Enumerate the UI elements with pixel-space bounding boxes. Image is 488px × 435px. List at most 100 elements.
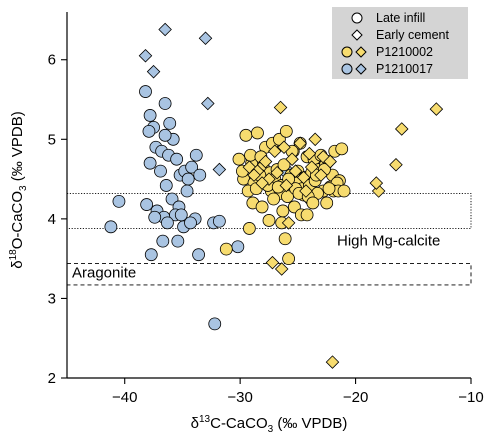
p1210002-circle-point [232,152,246,166]
p1210002-diamond-point [285,152,299,166]
p1210002-circle-point [300,208,314,222]
p1210017-diamond-point [146,64,161,79]
x-tick-label: −40 [112,389,137,406]
p1210017-circle-point [189,148,203,162]
p1210017-diamond-point [201,96,215,111]
p1210017-circle-point [159,179,173,192]
data-points [104,22,444,369]
p1210002-circle-point [279,124,293,138]
p1210017-circle-point [142,124,156,138]
p1210017-diamond-point [138,48,153,63]
p1210002-circle-point [242,222,256,235]
p1210002-diamond-point [277,140,291,155]
legend-circle-marker-p1210002 [341,46,353,58]
p1210017-circle-point [148,210,162,224]
p1210017-circle-point [139,85,152,98]
p1210002-circle-point [262,214,276,227]
p1210002-diamond-point [323,154,337,169]
p1210002-circle-point [219,242,233,256]
p1210002-circle-point [239,128,253,142]
y-axis-title: δ18O-CaCO3 (‰ VPDB) [8,111,29,269]
p1210002-circle-point [255,200,269,214]
y-tick-label: 4 [48,211,56,228]
p1210017-circle-point [184,216,197,230]
p1210002-diamond-point [293,136,307,151]
legend-diamond-marker-p1210017 [355,63,367,75]
p1210002-diamond-point [429,102,444,116]
p1210002-circle-point [276,204,290,218]
legend: Late infill Early cement P1210002 P12100… [332,7,468,79]
legend-circle-marker-late-infill [351,12,363,24]
p1210002-diamond-point [369,176,384,190]
legend-label-early-cement: Early cement [376,28,449,42]
y-tick-label: 5 [48,131,56,148]
band-label-high-mg-calcite: High Mg-calcite [337,232,440,249]
p1210002-diamond-point [389,157,403,172]
p1210017-circle-point [170,152,184,166]
p1210002-diamond-point [281,216,296,230]
y-tick-label: 3 [48,290,56,307]
band-label-aragonite: Aragonite [72,264,136,281]
p1210002-circle-point [267,192,281,206]
x-tick-label: −10 [458,389,483,406]
p1210002-diamond-point [325,355,340,369]
band-aragonite [66,262,472,286]
p1210017-circle-point [104,220,118,234]
p1210002-circle-point [282,252,296,266]
x-axis-ticks: −40 −30 −20 −10 [112,378,484,406]
p1210017-circle-point [154,164,167,178]
p1210002-diamond-point [265,255,280,270]
p1210002-diamond-point [270,165,284,180]
p1210002-diamond-point [304,160,319,174]
p1210017-circle-point [144,248,158,262]
p1210017-diamond-point [158,22,172,37]
p1210002-circle-point [278,232,292,246]
p1210017-circle-point [140,198,154,211]
p1210017-circle-point [158,128,172,142]
p1210002-diamond-point [296,170,311,185]
legend-label-p1210017: P1210017 [376,62,433,76]
y-tick-label: 2 [48,370,56,387]
p1210002-diamond-point [302,146,317,161]
x-axis-title: δ13C-CaCO3 (‰ VPDB) [191,414,348,435]
p1210017-circle-point [171,234,185,248]
legend-diamond-marker-early-cement [351,29,363,41]
p1210002-diamond-point [273,100,288,115]
legend-label-p1210002: P1210002 [376,45,433,59]
p1210017-diamond-point [212,162,227,177]
p1210017-circle-point [192,248,205,262]
p1210002-diamond-point [274,262,289,276]
p1210017-circle-point [193,168,207,182]
p1210002-circle-point [322,182,336,196]
p1210002-circle-point [306,196,320,210]
p1210017-circle-point [143,156,157,170]
p1210002-circle-point [251,126,264,140]
p1210017-circle-point [163,116,177,130]
p1210017-circle-point [161,216,174,230]
p1210017-circle-point [181,172,195,186]
p1210002-diamond-point [288,164,303,178]
p1210002-diamond-point [314,168,328,182]
p1210017-circle-point [212,214,226,228]
p1210017-circle-point [208,317,222,331]
reference-bands: High Mg-calcite Aragonite [66,192,472,286]
p1210002-circle-point [335,142,349,156]
p1210017-circle-point [231,240,245,254]
p1210017-circle-point [180,184,194,198]
p1210002-diamond-point [247,168,261,182]
y-tick-label: 6 [48,52,56,69]
p1210002-diamond-point [279,178,294,193]
p1210017-circle-point [143,109,157,122]
p1210017-circle-point [112,194,126,208]
p1210002-diamond-point [258,154,273,169]
p1210002-circle-point [320,196,334,210]
p1210002-diamond-point [268,144,282,159]
p1210017-circle-point [158,97,172,110]
p1210002-circle-point [277,158,291,172]
p1210002-diamond-point [255,176,269,190]
legend-circle-marker-p1210017 [341,63,353,75]
p1210002-circle-point [337,184,351,198]
p1210017-circle-point [156,234,170,248]
p1210002-diamond-point [299,184,313,198]
